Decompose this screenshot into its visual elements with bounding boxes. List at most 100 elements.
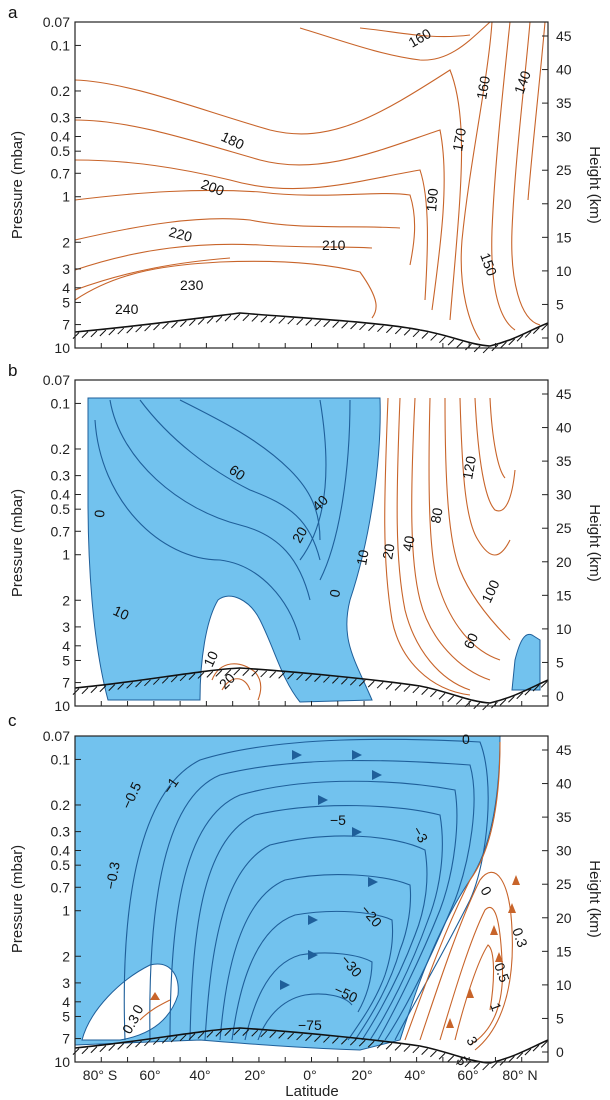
ground-hatch (296, 1033, 303, 1041)
contour-label: −5 (330, 812, 346, 828)
ground-hatch (456, 341, 464, 348)
ground-hatch (367, 1040, 375, 1048)
ground-hatch (524, 688, 532, 696)
pressure-tick-label: 0.07 (43, 728, 70, 744)
height-tick-label: 30 (556, 129, 572, 145)
ground-hatch (287, 672, 294, 680)
ground-hatch (314, 319, 322, 327)
ground-hatch (233, 668, 241, 676)
ground-hatch (171, 321, 178, 329)
ground-hatch (81, 687, 89, 695)
ground-hatch (473, 345, 481, 353)
height-tick-label: 30 (556, 487, 572, 503)
ground-hatch (499, 699, 507, 706)
ground-hatch (524, 1048, 532, 1056)
ground-hatch (117, 1043, 125, 1050)
contour-label: 160 (473, 75, 493, 101)
pressure-tick-label: 2 (62, 234, 70, 250)
latitude-tick-label: 80° N (502, 1067, 537, 1083)
ground-hatch (358, 679, 366, 687)
ground-hatch (323, 676, 330, 683)
ground-hatch (358, 1039, 366, 1047)
ground-hatch (197, 318, 205, 325)
ground-hatch (368, 324, 375, 332)
ground-hatch (340, 677, 348, 685)
height-tick-label: 10 (556, 977, 572, 993)
ground-hatch (455, 698, 463, 705)
contour-label: 230 (180, 277, 204, 293)
ground-hatch (170, 675, 178, 683)
height-tick-label: 25 (556, 876, 572, 892)
ground-hatch (430, 334, 438, 341)
height-tick-label: 10 (556, 263, 572, 279)
ground-hatch (394, 327, 402, 335)
panel-b-negative-region (87, 397, 381, 703)
height-tick-label: 20 (556, 196, 572, 212)
ground-hatch (540, 680, 548, 688)
ground-hatch (215, 670, 223, 677)
ground-hatch (438, 1052, 446, 1060)
contour-label: 190 (423, 187, 441, 212)
ground-hatch (287, 1032, 294, 1040)
panel-a-ground-hatching (72, 313, 548, 354)
pressure-tick-label: 0.5 (51, 857, 71, 873)
panel-b-negative-region-east (511, 633, 541, 691)
pressure-tick-label: 4 (62, 280, 70, 296)
ground-hatch (162, 322, 169, 330)
ground-hatch (376, 681, 384, 689)
contour-label: 10 (200, 648, 221, 669)
ground-hatch (251, 1029, 259, 1037)
ground-hatch (72, 332, 80, 339)
ground-hatch (524, 331, 532, 338)
ground-hatch (332, 321, 339, 328)
ground-hatch (215, 315, 223, 323)
ground-hatch (430, 690, 437, 698)
y-axis-title-left: Pressure (mbar) (9, 489, 26, 597)
ground-hatch (126, 681, 133, 689)
ground-hatch (99, 1045, 107, 1053)
pressure-tick-label: 0.2 (51, 441, 71, 457)
contour-label: 150 (477, 251, 500, 279)
ground-hatch (179, 320, 187, 328)
ground-hatch (516, 692, 524, 700)
ground-hatch (81, 331, 89, 339)
pressure-tick-label: 0.4 (51, 129, 71, 145)
panel-b-ground-hatching (72, 668, 548, 711)
contour-label: −0.3 (102, 860, 123, 890)
ground-hatch (473, 1062, 481, 1070)
height-tick-label: 35 (556, 809, 572, 825)
ground-hatch (188, 1033, 196, 1040)
ground-hatch (540, 1040, 548, 1048)
ground-hatch (386, 326, 393, 334)
ground-hatch (482, 1063, 490, 1071)
contour-label: 240 (115, 301, 139, 317)
height-tick-label: 0 (556, 330, 564, 346)
ground-hatch (108, 684, 116, 691)
contour-label: 0 (91, 509, 108, 518)
ground-hatch (135, 1040, 142, 1048)
ground-hatch (269, 316, 277, 324)
height-tick-label: 40 (556, 776, 572, 792)
ground-hatch (153, 323, 160, 331)
ground-hatch (412, 330, 420, 338)
panel-b: b 60 120 (8, 361, 549, 711)
ground-hatch (287, 317, 295, 325)
ground-hatch (314, 675, 321, 682)
pressure-tick-label: 0.5 (51, 143, 71, 159)
panel-c-axes: 0.070.10.20.30.40.50.7123457100510152025… (9, 728, 603, 1070)
ground-hatch (278, 1032, 285, 1039)
ground-hatch (438, 692, 446, 700)
contour-label: −1 (159, 774, 181, 796)
pressure-tick-label: 0.3 (51, 110, 71, 126)
ground-hatch (421, 1048, 428, 1056)
ground-hatch (403, 685, 411, 692)
panel-b-ground (74, 667, 549, 704)
latitude-tick-label: 40° (189, 1067, 210, 1083)
ground-hatch (135, 680, 142, 688)
ground-hatch (197, 1032, 205, 1039)
height-tick-label: 40 (556, 62, 572, 78)
contour-label: 40 (399, 534, 417, 552)
ground-hatch (385, 682, 393, 690)
height-tick-label: 45 (556, 386, 572, 402)
height-tick-label: 0 (556, 688, 564, 704)
